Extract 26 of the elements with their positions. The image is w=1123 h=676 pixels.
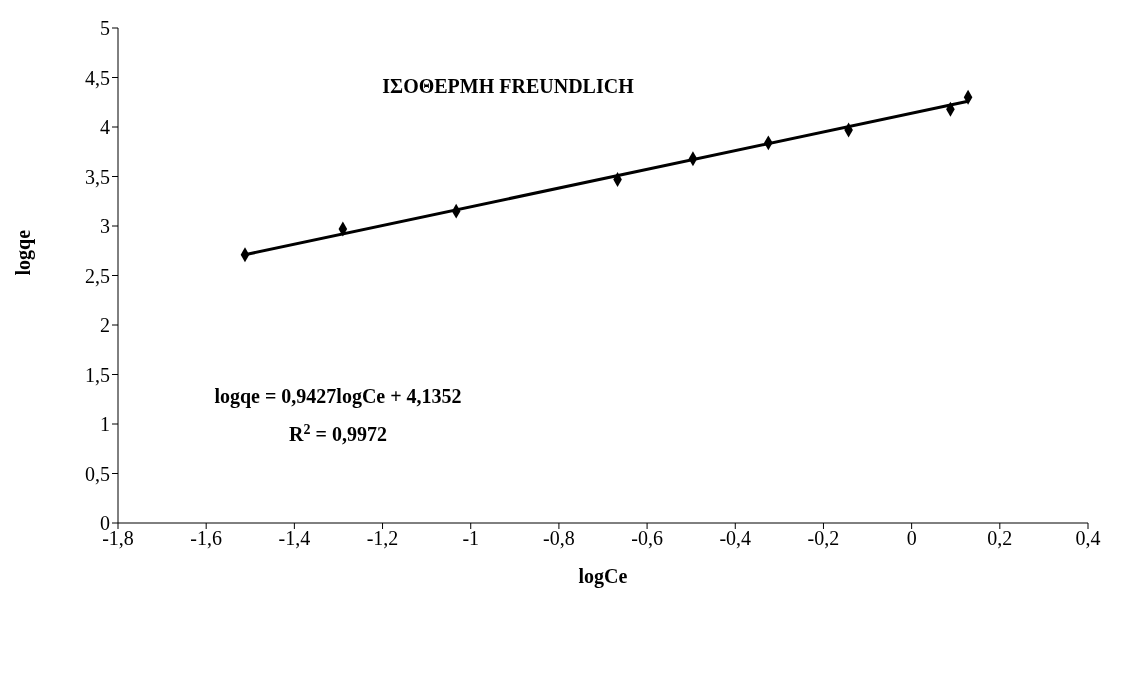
x-tick-label: -0,8 — [543, 527, 575, 550]
x-tick-label: -1 — [462, 527, 480, 550]
y-tick-label: 4,5 — [85, 66, 110, 89]
y-axis-title: logqe — [12, 229, 36, 276]
text: ΙΣΟΘΕΡΜΗ FREUNDLICH — [382, 75, 635, 97]
y-tick-label: 3,5 — [85, 165, 110, 188]
x-axis-title: logCe — [578, 565, 628, 588]
y-tick-label: 2 — [100, 314, 110, 337]
y-tick-label: 5 — [100, 17, 110, 40]
x-tick-label: -1,4 — [278, 527, 311, 550]
x-tick-label: 0 — [906, 527, 917, 550]
y-tick-label: 0,5 — [85, 462, 110, 485]
x-tick-label: -1,6 — [190, 527, 223, 550]
annotation: R$^{2}$ = 0,9972 — [289, 421, 387, 445]
x-tick-label: -0,4 — [719, 527, 752, 550]
x-tick-label: -0,2 — [807, 527, 840, 550]
y-tick-label: 4 — [100, 116, 110, 139]
x-tick-label: -0,6 — [631, 527, 663, 550]
x-tick-label: 0,4 — [1075, 527, 1101, 550]
y-tick-label: 1,5 — [85, 363, 110, 386]
annotation: logqe = 0,9427logCe + 4,1352 — [214, 385, 462, 408]
x-tick-label: -1,2 — [366, 527, 399, 550]
y-tick-label: 2,5 — [85, 264, 110, 287]
y-tick-label: 1 — [100, 413, 110, 436]
y-tick-label: 3 — [100, 215, 110, 238]
x-tick-label: 0,2 — [987, 527, 1013, 550]
